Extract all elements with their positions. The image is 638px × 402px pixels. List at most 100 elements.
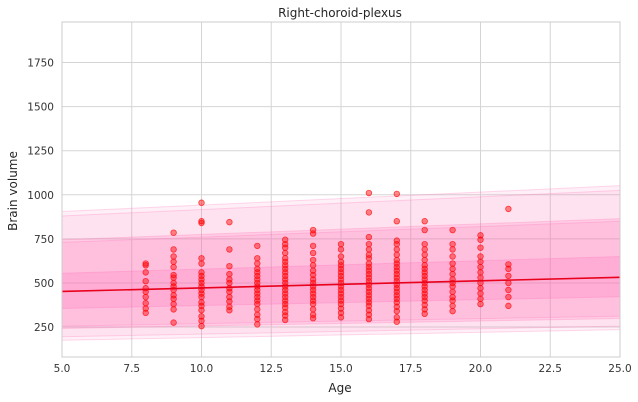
x-tick-label: 10.0 [190,363,213,375]
y-tick-label: 500 [34,278,54,290]
data-point [421,301,428,309]
data-point [421,256,428,264]
data-point [393,246,400,253]
y-tick-label: 1250 [27,146,54,158]
data-point [282,304,289,311]
y-tick-labels: 250 500 750 1000 1250 1500 1750 [27,58,54,334]
data-point [365,240,373,248]
data-point [170,246,177,253]
data-point [309,306,317,313]
data-point [477,232,484,239]
data-point [421,297,428,304]
data-point [309,242,317,250]
data-point [254,300,261,308]
y-tick-label: 1750 [27,58,54,70]
data-point [282,312,289,319]
data-point [282,249,289,257]
data-point [142,300,149,307]
data-point [477,290,484,297]
data-point [449,260,456,267]
data-point [226,279,233,287]
data-point [365,315,373,323]
data-point [198,218,205,225]
data-point [337,253,345,260]
x-tick-label: 22.5 [539,363,562,375]
data-point [309,300,317,308]
data-point [505,286,512,294]
data-point [477,295,484,303]
data-point [505,265,512,273]
data-point [170,274,177,281]
data-point [449,297,456,304]
data-point [309,267,317,274]
data-point [142,293,149,301]
data-point [142,260,149,267]
data-point [449,226,456,234]
x-tick-label: 17.5 [399,363,422,375]
data-point [226,270,233,278]
data-point [477,263,484,271]
data-point [337,309,345,317]
data-point [477,253,484,260]
data-point [254,306,261,313]
chart-title: Right-choroid-plexus [278,6,402,20]
data-point [421,218,428,225]
x-tick-label: 7.5 [123,363,140,375]
data-point [505,261,512,268]
data-point [226,262,233,270]
data-point [309,230,317,237]
x-tick-label: 15.0 [329,363,352,375]
data-point [337,314,345,321]
fit-line-group [61,276,621,293]
data-point [282,244,289,251]
data-point [365,311,373,318]
data-point [254,260,261,267]
plot-frame [61,21,621,358]
data-point [365,246,373,253]
data-point [449,288,456,295]
data-point [393,299,400,306]
data-point [477,300,484,308]
data-point [226,288,233,295]
data-point [170,295,177,303]
data-point [142,269,149,276]
data-point [421,310,428,318]
data-point [170,300,177,308]
data-point [505,293,512,301]
data-point [309,271,317,279]
data-point [170,258,177,265]
x-tick-label: 25.0 [608,363,631,375]
data-point [393,318,400,325]
data-point [198,260,205,267]
data-point [393,251,400,258]
data-point [393,307,400,315]
data-point [198,219,205,227]
data-point [226,246,233,253]
data-point [282,236,289,243]
data-point [393,303,400,310]
data-point [421,246,428,253]
data-point [449,265,456,273]
data-point [337,240,345,248]
data-point [477,285,484,292]
data-point [449,253,456,260]
y-tick-label: 1500 [27,102,54,114]
data-point [365,189,373,197]
data-point [282,316,289,324]
data-point [309,315,317,322]
data-point [198,199,205,206]
data-point [198,255,205,262]
data-point [393,218,400,225]
data-point [198,317,205,325]
data-point [170,319,177,326]
data-point [477,244,484,251]
data-point [170,229,177,236]
data-point [449,246,456,253]
data-point [365,209,373,216]
data-point [254,255,261,262]
data-point [365,302,373,310]
data-point [449,302,456,310]
data-point [198,313,205,320]
